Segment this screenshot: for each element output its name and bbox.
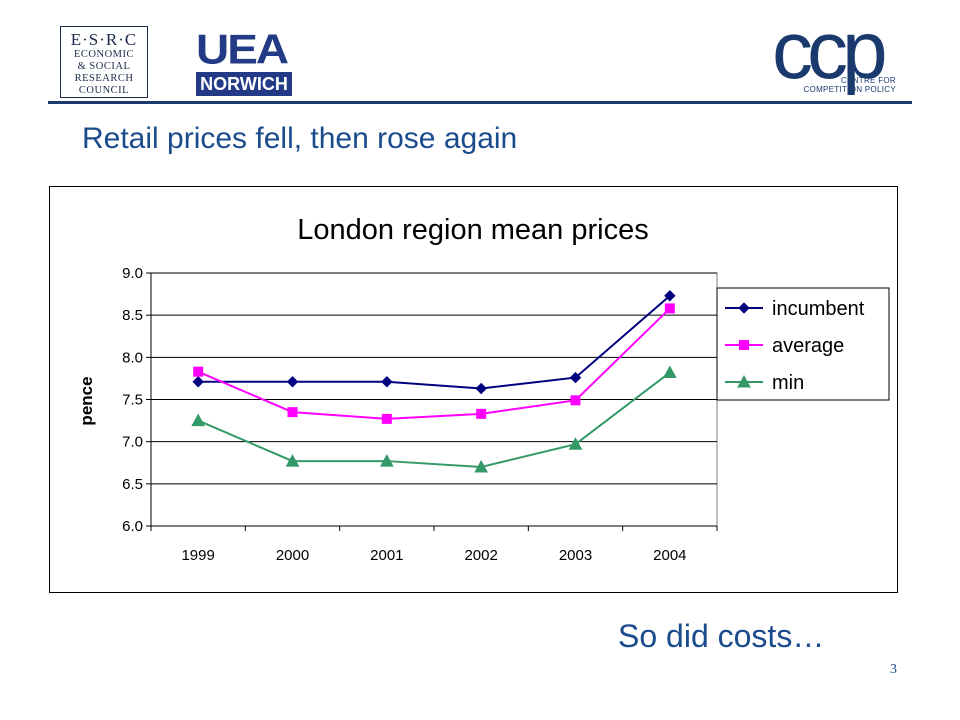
esrc-logo-line3: & SOCIAL bbox=[77, 61, 131, 72]
ccp-logo: ccp CENTRE FOR COMPETITION POLICY bbox=[772, 5, 912, 100]
legend-label-incumbent: incumbent bbox=[772, 298, 865, 320]
line-chart: London region mean prices pence 6.0 6.5 7.… bbox=[77, 214, 890, 564]
x-tick-label-2004: 2004 bbox=[653, 547, 686, 564]
chart-title: London region mean prices bbox=[297, 214, 648, 246]
data-point-incumbent-2001 bbox=[381, 376, 393, 388]
data-point-incumbent-2000 bbox=[286, 376, 299, 388]
x-tick-label-1999: 1999 bbox=[181, 547, 214, 564]
esrc-logo-line1: E·S·R·C bbox=[70, 30, 138, 49]
ccp-logo-sub-line1: CENTRE FOR bbox=[841, 76, 896, 85]
data-point-average-2001 bbox=[381, 413, 392, 424]
y-tick-label-4: 8.0 bbox=[122, 349, 143, 366]
series-line-min bbox=[197, 371, 671, 468]
y-tick-label-1: 6.5 bbox=[122, 476, 143, 493]
data-point-min-1999 bbox=[191, 413, 206, 427]
legend-marker-average bbox=[739, 340, 749, 350]
slide-caption: So did costs… bbox=[618, 618, 825, 654]
data-point-min-2004 bbox=[662, 365, 677, 379]
esrc-logo: E·S·R·C ECONOMIC & SOCIAL RESEARCH COUNC… bbox=[60, 26, 148, 98]
data-point-incumbent-1999 bbox=[192, 376, 204, 388]
legend-label-min: min bbox=[772, 372, 804, 394]
x-tick-label-2000: 2000 bbox=[276, 547, 309, 564]
uea-logo-band: NORWICH bbox=[196, 72, 292, 96]
legend-label-average: average bbox=[772, 335, 844, 357]
series-line-incumbent bbox=[198, 295, 671, 390]
legend-marker-min bbox=[737, 374, 751, 388]
esrc-logo-line2: ECONOMIC bbox=[73, 49, 134, 60]
ccp-logo-mark: ccp bbox=[772, 5, 888, 96]
header-divider bbox=[48, 101, 912, 104]
y-tick-label-2: 7.0 bbox=[122, 434, 143, 451]
page-number: 3 bbox=[890, 662, 897, 677]
data-point-average-2000 bbox=[287, 407, 298, 418]
data-point-average-2002 bbox=[476, 408, 487, 419]
data-point-incumbent-2003 bbox=[569, 371, 582, 384]
uea-logo-mark: UEA bbox=[196, 25, 289, 73]
series-line-average bbox=[197, 307, 671, 420]
slide-title: Retail prices fell, then rose again bbox=[82, 122, 518, 155]
esrc-logo-line4: RESEARCH bbox=[74, 73, 134, 84]
data-point-min-2000 bbox=[285, 454, 300, 467]
y-tick-label-5: 8.5 bbox=[122, 307, 143, 324]
data-point-min-2003 bbox=[568, 437, 583, 450]
x-tick-label-2003: 2003 bbox=[559, 547, 592, 564]
y-axis-label: pence bbox=[77, 376, 96, 425]
data-point-incumbent-2004 bbox=[664, 290, 676, 302]
ccp-logo-sub-line2: COMPETITION POLICY bbox=[803, 85, 896, 94]
chart-frame: London region mean prices pence 6.0 6.5 7.… bbox=[49, 186, 898, 593]
data-point-min-2001 bbox=[379, 454, 394, 467]
legend-marker-incumbent bbox=[738, 302, 750, 314]
y-tick-label-0: 6.0 bbox=[122, 518, 143, 535]
data-point-average-1999 bbox=[193, 366, 204, 377]
data-point-average-2004 bbox=[664, 303, 675, 314]
data-point-min-2002 bbox=[474, 459, 489, 473]
x-tick-label-2001: 2001 bbox=[370, 547, 403, 564]
uea-norwich-logo: UEA NORWICH bbox=[196, 28, 292, 98]
x-tick-label-2002: 2002 bbox=[464, 547, 497, 564]
data-point-average-2003 bbox=[570, 395, 581, 406]
y-tick-label-3: 7.5 bbox=[122, 392, 143, 409]
data-point-incumbent-2002 bbox=[475, 382, 487, 395]
esrc-logo-line5: COUNCIL bbox=[78, 85, 130, 96]
y-tick-label-6: 9.0 bbox=[122, 265, 143, 282]
ccp-logo-subtitle: CENTRE FOR COMPETITION POLICY bbox=[798, 76, 896, 94]
